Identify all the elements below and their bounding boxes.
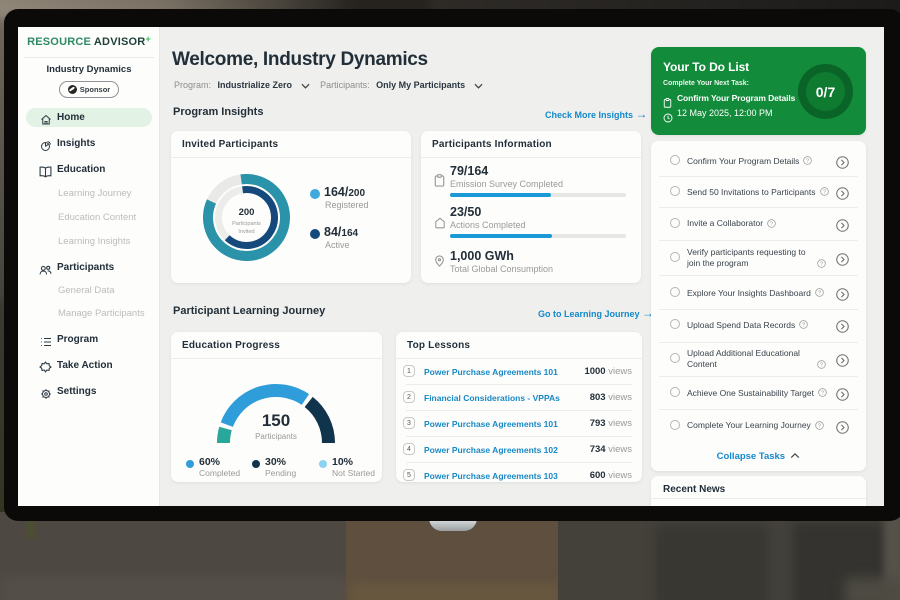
- svg-text:?: ?: [821, 390, 824, 396]
- svg-text:?: ?: [806, 158, 809, 164]
- svg-text:?: ?: [818, 423, 821, 429]
- svg-text:?: ?: [802, 322, 805, 328]
- svg-text:Invited: Invited: [238, 229, 254, 235]
- svg-text:200: 200: [239, 207, 255, 218]
- svg-text:Participants: Participants: [232, 221, 261, 227]
- svg-text:?: ?: [818, 290, 821, 296]
- svg-text:?: ?: [820, 362, 823, 368]
- svg-text:?: ?: [822, 189, 825, 195]
- svg-text:?: ?: [820, 261, 823, 267]
- svg-text:?: ?: [770, 221, 773, 227]
